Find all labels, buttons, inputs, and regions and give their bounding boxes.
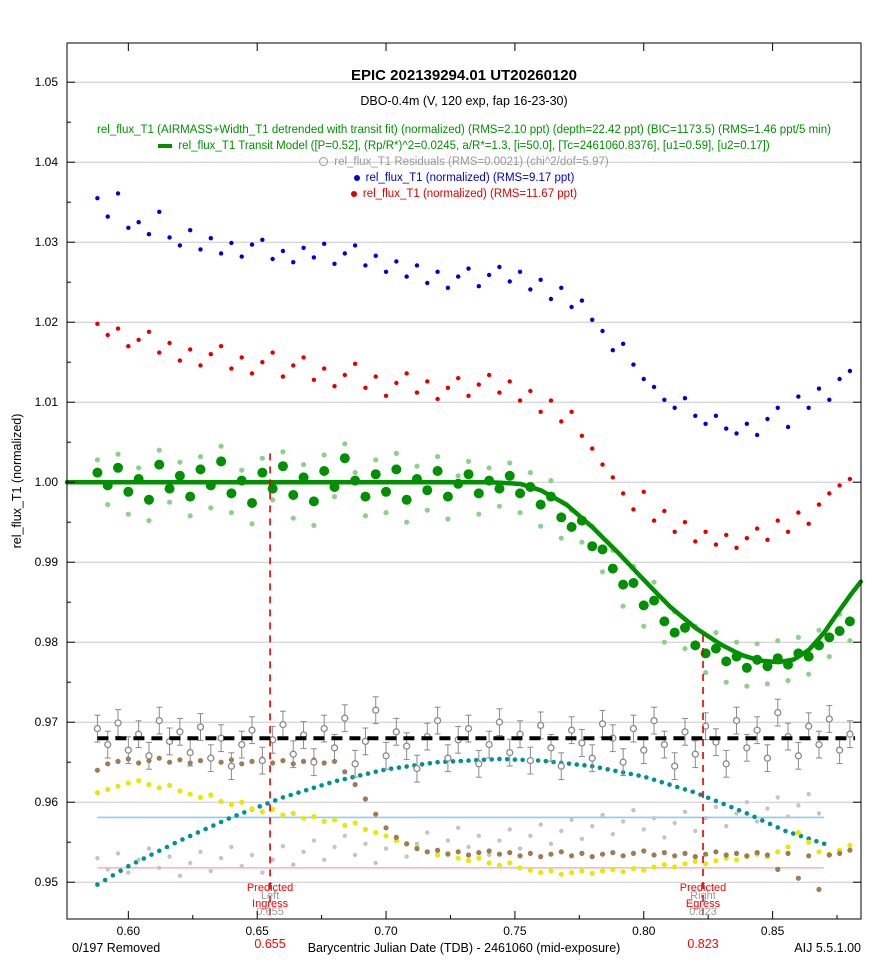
svg-text:0.60: 0.60 (117, 924, 141, 938)
svg-text:0.80: 0.80 (632, 924, 656, 938)
blue-dot-marker-icon (353, 174, 360, 181)
series-transit_model (64, 479, 863, 665)
svg-text:1.03: 1.03 (35, 235, 59, 249)
series-airmass_curve (95, 756, 827, 887)
svg-text:0.655: 0.655 (254, 937, 285, 951)
removed-count-label: 0/197 Removed (72, 941, 161, 955)
series-detrended (92, 453, 855, 673)
svg-text:0.65: 0.65 (246, 924, 270, 938)
legend-label: rel_flux_T1 Transit Model ([P=0.52], (Rp… (178, 140, 770, 152)
series-width_yellow (94, 778, 853, 877)
app-version-label: AIJ 5.5.1.00 (794, 941, 861, 955)
legend-item-transit-model: rel_flux_T1 Transit Model ([P=0.52], (Rp… (67, 138, 861, 154)
svg-text:0.97: 0.97 (35, 715, 59, 729)
legend-label: rel_flux_T1 (AIRMASS+Width_T1 detrended … (97, 124, 831, 136)
svg-text:1.01: 1.01 (35, 395, 59, 409)
open-circle-marker-icon (319, 157, 329, 167)
green-dash-marker-icon (158, 143, 173, 148)
svg-text:0.96: 0.96 (35, 795, 59, 809)
svg-text:Right: Right (690, 890, 716, 902)
svg-text:0.99: 0.99 (35, 555, 59, 569)
svg-text:0.95: 0.95 (35, 875, 59, 889)
legend-item-residuals: rel_flux_T1 Residuals (RMS=0.0021) (chi^… (67, 154, 861, 170)
svg-text:0.85: 0.85 (761, 924, 785, 938)
chart-subtitle: DBO-0.4m (V, 120 exp, fap 16-23-30) (360, 94, 568, 108)
svg-text:1.05: 1.05 (35, 75, 59, 89)
plot-border-and-ticks (66, 42, 862, 920)
red-dot-marker-icon (350, 190, 357, 197)
legend-label: rel_flux_T1 (normalized) (RMS=9.17 ppt) (365, 172, 575, 184)
legend-label: rel_flux_T1 Residuals (RMS=0.0021) (chi^… (334, 156, 609, 168)
svg-text:0.75: 0.75 (503, 924, 527, 938)
tick-labels: 0.95 0.96 0.97 0.98 0.99 1.00 1.01 1.02 1.03 1.04… (35, 75, 785, 938)
legend-item-raw-red: rel_flux_T1 (normalized) (RMS=11.67 ppt) (67, 186, 861, 202)
series-raw_target (95, 191, 853, 438)
legend-label: rel_flux_T1 (normalized) (RMS=11.67 ppt) (362, 188, 578, 200)
svg-text:0.655: 0.655 (256, 906, 284, 918)
series-raw_comp (95, 321, 853, 550)
svg-text:Predicted: Predicted (680, 882, 726, 894)
series-detrend_gray (95, 792, 822, 878)
x-axis-title: Barycentric Julian Date (TDB) - 2461060 … (307, 941, 621, 955)
legend-item-raw-blue: rel_flux_T1 (normalized) (RMS=9.17 ppt) (67, 170, 861, 186)
svg-text:1.04: 1.04 (35, 155, 59, 169)
svg-text:0.823: 0.823 (689, 906, 717, 918)
svg-text:Ingress: Ingress (252, 898, 289, 910)
page-title: EPIC 202139294.01 UT20260120 (350, 67, 577, 84)
svg-text:0.70: 0.70 (374, 924, 398, 938)
svg-text:1.02: 1.02 (35, 315, 59, 329)
svg-text:0.823: 0.823 (687, 937, 718, 951)
svg-text:0.98: 0.98 (35, 635, 59, 649)
series-sky_brown (94, 755, 853, 893)
svg-text:1.00: 1.00 (35, 475, 59, 489)
svg-text:Predicted: Predicted (247, 882, 293, 894)
svg-text:Left: Left (261, 890, 279, 902)
legend-item-detrended: rel_flux_T1 (AIRMASS+Width_T1 detrended … (67, 122, 861, 138)
y-axis-title: rel_flux_T1 (normalized) (10, 413, 24, 549)
svg-text:Egress: Egress (686, 898, 721, 910)
legend: rel_flux_T1 (AIRMASS+Width_T1 detrended … (67, 122, 861, 202)
